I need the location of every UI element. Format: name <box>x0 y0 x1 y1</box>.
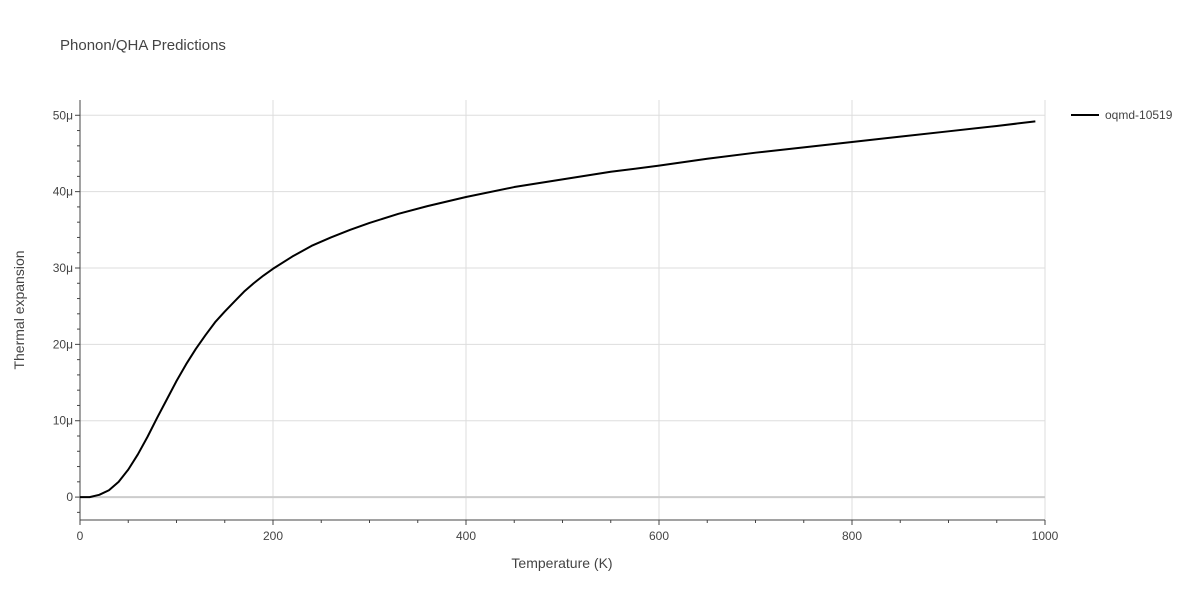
y-axis-title: Thermal expansion <box>11 250 27 369</box>
x-tick-label: 400 <box>456 529 476 543</box>
series-layer[interactable] <box>80 120 1036 499</box>
y-tick-label: 20μ <box>53 337 73 351</box>
x-tick-label: 200 <box>263 529 283 543</box>
series-line[interactable] <box>80 120 1036 499</box>
chart-title: Phonon/QHA Predictions <box>60 37 226 54</box>
y-tick-label: 50μ <box>53 108 73 122</box>
x-tick-label: 600 <box>649 529 669 543</box>
x-tick-label: 800 <box>842 529 862 543</box>
grid-layer <box>80 100 1046 520</box>
legend[interactable]: oqmd-10519 <box>1071 108 1173 122</box>
x-tick-label: 0 <box>77 529 84 543</box>
legend-label[interactable]: oqmd-10519 <box>1105 108 1173 122</box>
y-tick-label: 10μ <box>53 414 73 428</box>
y-tick-label: 40μ <box>53 185 73 199</box>
axes-layer: 0 200 400 600 800 1000 0 10μ 20μ 30μ 40μ 50μ <box>53 100 1059 543</box>
x-axis-title: Temperature (K) <box>511 555 612 571</box>
y-tick-label: 30μ <box>53 261 73 275</box>
y-tick-label: 0 <box>66 490 73 504</box>
x-tick-label: 1000 <box>1032 529 1059 543</box>
